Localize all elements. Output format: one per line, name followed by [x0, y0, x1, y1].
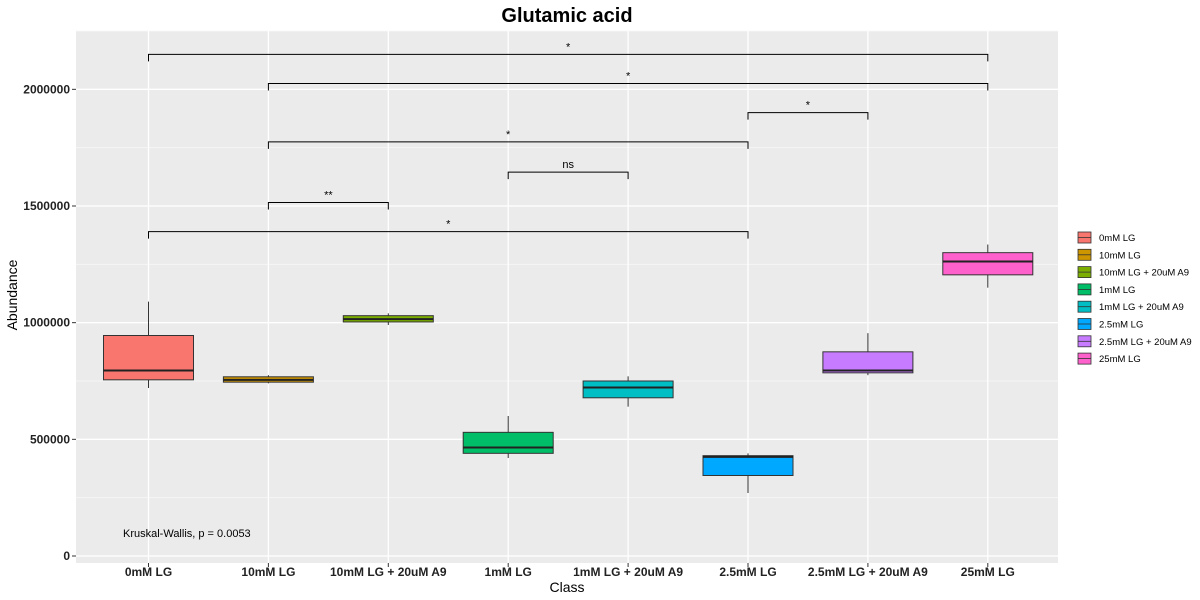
boxes: [103, 244, 1034, 493]
plot-panel: [76, 31, 1058, 563]
comparison-bracket: *: [267, 71, 989, 91]
bracket-line: [148, 53, 989, 62]
legend-item: 2.5mM LG: [1077, 318, 1143, 331]
significance-label: ns: [562, 159, 574, 171]
box-7: [822, 333, 914, 376]
comparison-bracket: *: [747, 100, 869, 120]
box-5: [582, 376, 674, 407]
legend-item: 2.5mM LG + 20uM A9: [1077, 335, 1192, 348]
box-body: [103, 335, 194, 381]
legend-item: 1mM LG: [1077, 283, 1135, 296]
y-tick-label: 500000: [30, 432, 70, 446]
box-6: [702, 453, 794, 493]
legend-item: 10mM LG: [1077, 248, 1141, 261]
bracket-line: [267, 202, 389, 210]
significance-label: **: [324, 190, 333, 202]
comparisons: ****ns***: [148, 41, 989, 239]
y-tick-label: 0: [63, 549, 70, 563]
bracket-line: [507, 171, 629, 180]
legend-label: 1mM LG + 20uM A9: [1099, 302, 1184, 313]
bracket-line: [747, 112, 869, 120]
significance-label: *: [806, 100, 811, 112]
legend-label: 10mM LG + 20uM A9: [1099, 268, 1189, 279]
box-1: [103, 301, 194, 388]
box-body: [582, 380, 674, 399]
chart-title: Glutamic acid: [501, 5, 632, 27]
significance-label: *: [506, 129, 511, 141]
comparison-bracket: **: [267, 190, 389, 210]
legend-item: 0mM LG: [1077, 231, 1135, 244]
bracket-line: [267, 141, 749, 149]
box-body: [942, 252, 1034, 276]
legend-label: 1mM LG: [1099, 285, 1135, 296]
legend-label: 25mM LG: [1099, 354, 1141, 365]
box-body: [822, 351, 914, 374]
legend-item: 1mM LG + 20uM A9: [1077, 300, 1184, 313]
y-axis: 0 500000 1000000 1500000 2000000: [23, 82, 76, 563]
box-2: [222, 375, 314, 384]
x-tick-label: 10mM LG + 20uM A9: [330, 565, 447, 579]
y-tick-label: 1000000: [23, 316, 70, 330]
box-body: [462, 431, 554, 454]
grid-major: [76, 31, 1058, 563]
comparison-bracket: *: [267, 129, 749, 149]
x-tick-label: 10mM LG: [241, 565, 295, 579]
box-4: [462, 416, 554, 458]
bracket-line: [148, 231, 749, 239]
box-3: [342, 313, 434, 325]
legend-item: 10mM LG + 20uM A9: [1077, 266, 1189, 279]
comparison-bracket: ns: [507, 159, 629, 180]
legend-label: 0mM LG: [1099, 233, 1135, 244]
x-axis-title: Class: [549, 579, 584, 595]
legend-item: 25mM LG: [1077, 352, 1141, 365]
x-axis: 0mM LG 10mM LG 10mM LG + 20uM A9 1mM LG 1mM …: [125, 563, 1015, 579]
y-tick-label: 2000000: [23, 82, 70, 96]
legend-label: 2.5mM LG: [1099, 320, 1143, 331]
significance-label: *: [566, 41, 571, 53]
y-tick-label: 1500000: [23, 199, 70, 213]
comparison-bracket: *: [148, 219, 749, 239]
legend-label: 10mM LG: [1099, 250, 1141, 261]
significance-label: *: [626, 71, 631, 83]
x-tick-label: 2.5mM LG + 20uM A9: [808, 565, 928, 579]
x-tick-label: 0mM LG: [125, 565, 172, 579]
significance-label: *: [446, 219, 451, 231]
x-tick-label: 1mM LG + 20uM A9: [573, 565, 683, 579]
legend-label: 2.5mM LG + 20uM A9: [1099, 337, 1192, 348]
y-axis-title: Abundance: [4, 259, 20, 330]
box-8: [942, 244, 1034, 288]
x-tick-label: 2.5mM LG: [719, 565, 776, 579]
box-body: [702, 455, 794, 476]
x-tick-label: 25mM LG: [961, 565, 1015, 579]
kruskal-wallis-annotation: Kruskal-Wallis, p = 0.0053: [123, 528, 251, 540]
x-tick-label: 1mM LG: [485, 565, 532, 579]
bracket-line: [267, 83, 989, 91]
legend: 0mM LG 10mM LG 10mM LG + 20uM A9 1mM LG 1mM …: [1077, 231, 1192, 365]
comparison-bracket: *: [148, 41, 989, 62]
